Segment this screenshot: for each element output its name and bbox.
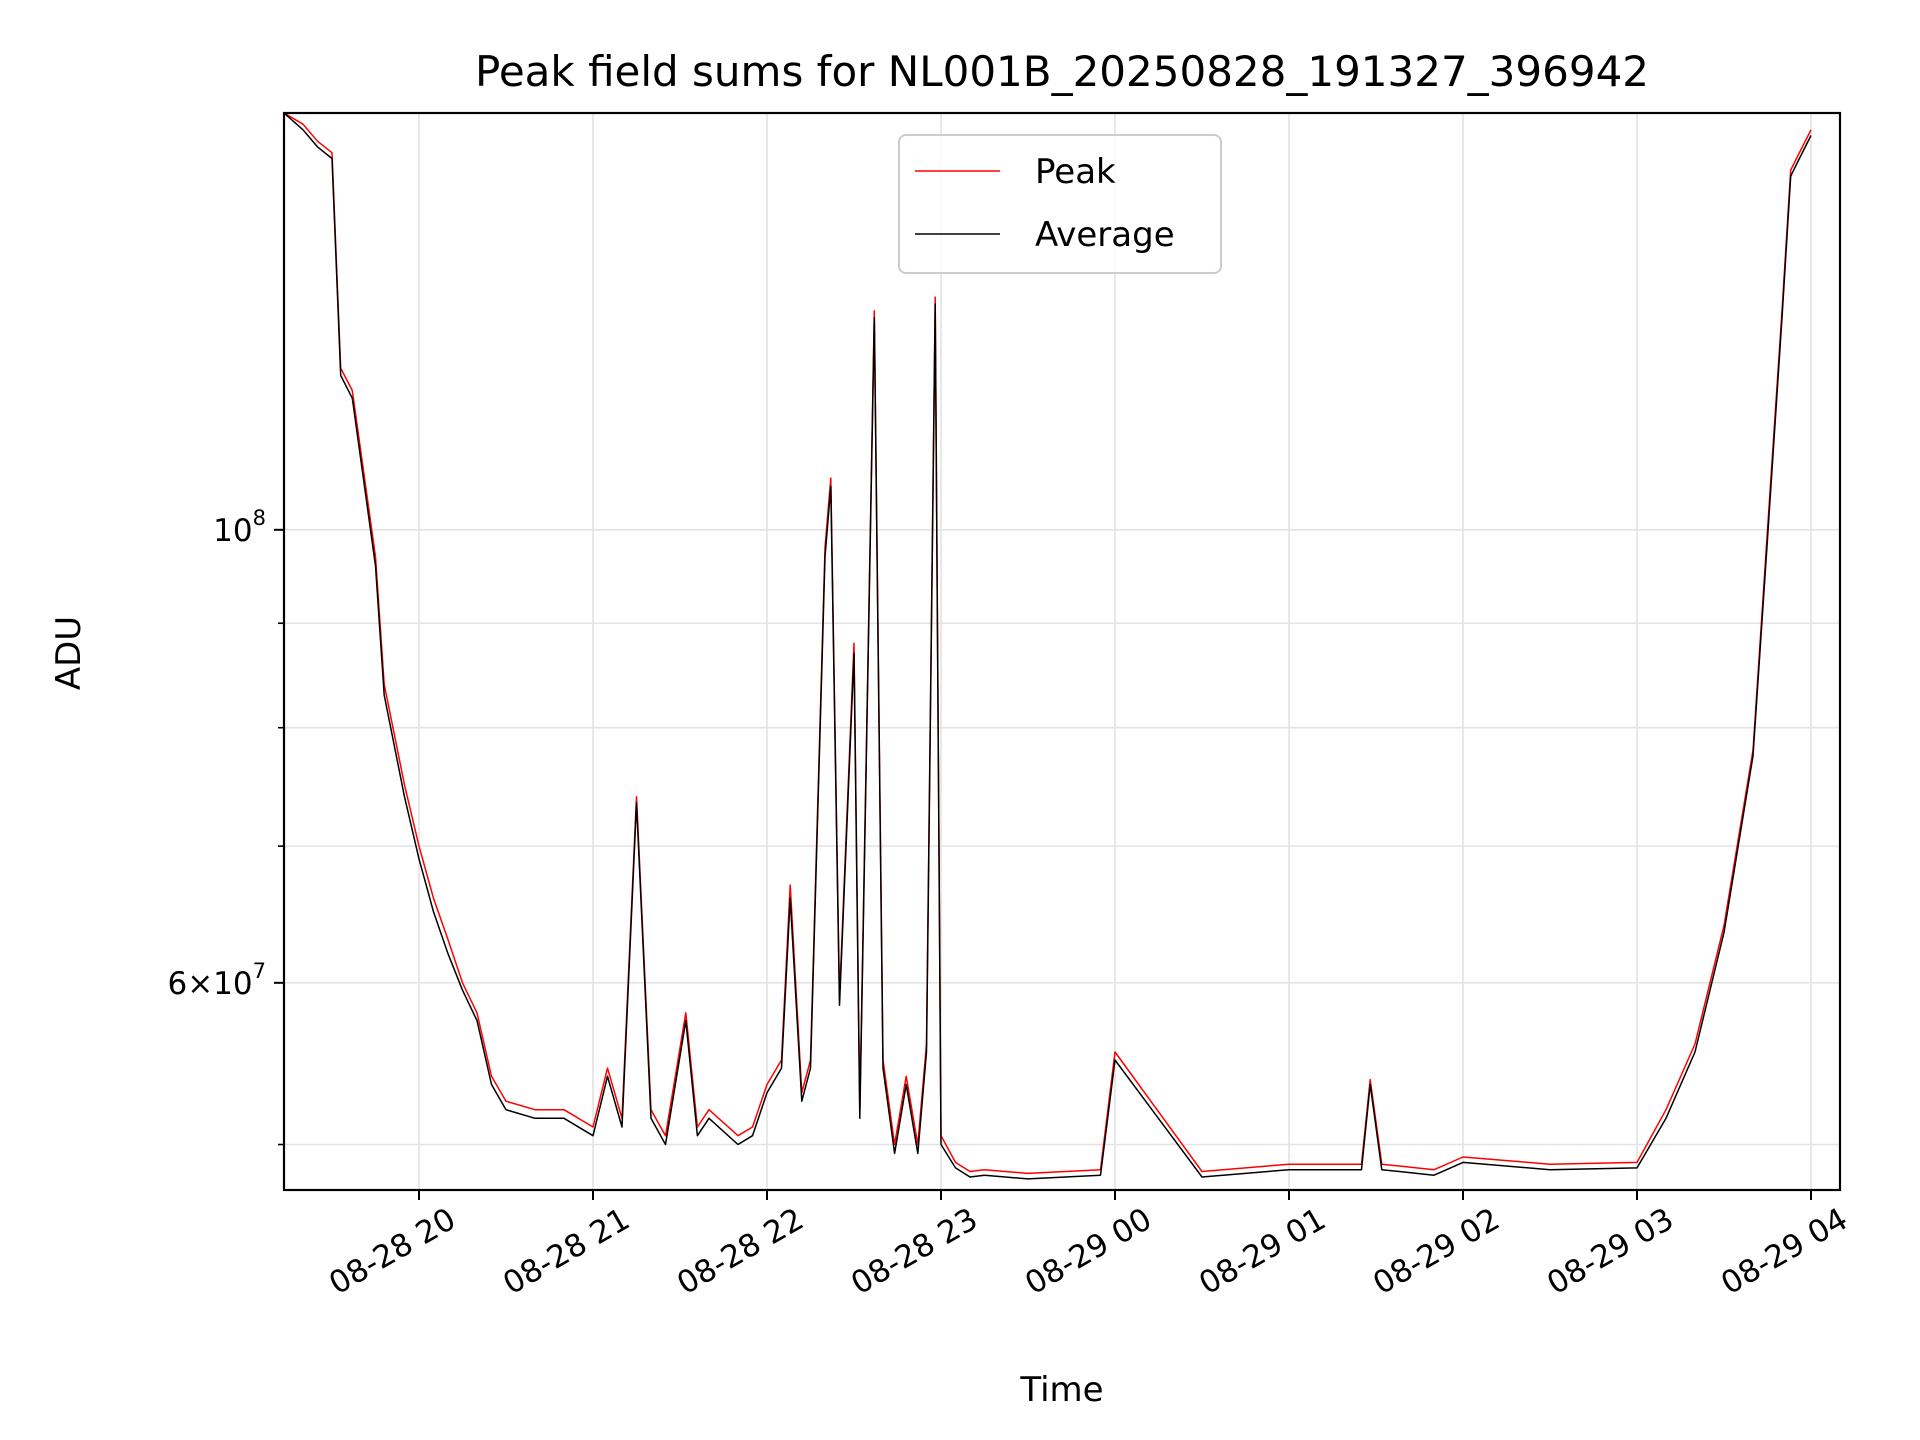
grid-lines	[284, 113, 1840, 1190]
x-axis-label: Time	[1019, 1370, 1103, 1410]
legend-peak-label: Peak	[1035, 152, 1116, 192]
legend: Peak Average	[898, 134, 1222, 274]
y-axis-label: ADU	[49, 616, 89, 690]
y-tick-label: 6×107	[167, 959, 266, 1002]
y-tick-label: 108	[213, 506, 266, 549]
average-series-line	[284, 113, 1812, 1180]
series-lines	[284, 113, 1812, 1180]
peak-series-line	[284, 113, 1812, 1175]
plot-frame	[282, 111, 1842, 1192]
legend-average-label: Average	[1035, 215, 1175, 255]
legend-box	[898, 134, 1222, 274]
chart-title: Peak field sums for NL001B_20250828_1913…	[475, 47, 1649, 96]
